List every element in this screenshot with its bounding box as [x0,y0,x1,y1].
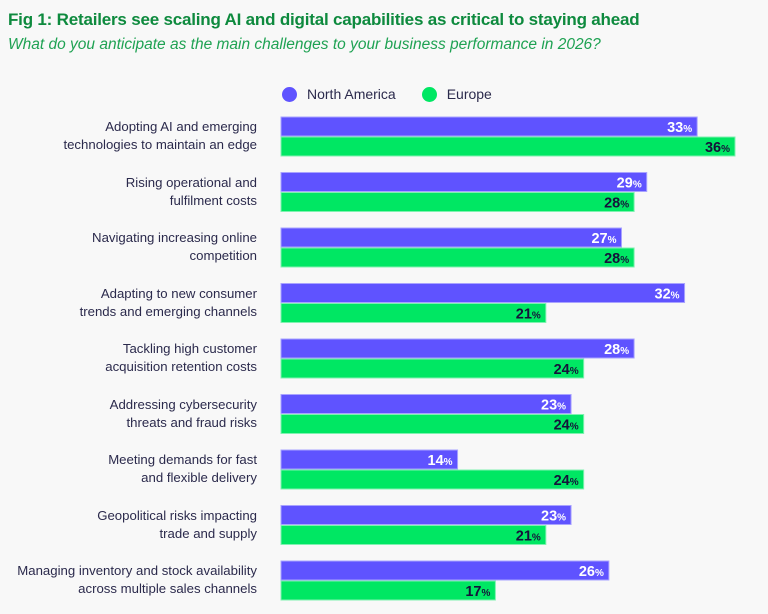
bar-europe [280,247,635,268]
category-label-line: trends and emerging channels [79,303,257,319]
bar-north-america [280,227,622,248]
category-label-line: Rising operational and [125,174,257,190]
bar-europe [280,525,547,545]
data-label: 14% [428,453,453,469]
category-label-line: Adapting to new consumer [100,285,257,301]
bar-europe [280,469,585,490]
bar-europe [280,414,585,434]
bar-north-america [280,505,572,525]
category-label-line: Managing inventory and stock availabilit… [17,563,257,578]
legend-label-north-america: North America [307,86,396,102]
bar-north-america [280,172,648,192]
category-label: Navigating increasing online competition [0,229,257,265]
bar-europe [280,303,547,323]
legend-swatch-europe [421,86,437,102]
bar-europe [280,136,736,157]
category-label: Managing inventory and stock availabilit… [0,562,257,598]
bar-north-america [280,116,698,137]
chart-subtitle: What do you anticipate as the main chall… [8,36,601,53]
category-label-line: Addressing cybersecurity [109,396,257,412]
bar-north-america [280,283,686,303]
data-label: 36% [705,140,730,156]
category-label-line: Meeting demands for fast [108,452,257,467]
category-label: Rising operational and fulfilment costs [0,174,257,210]
bar-europe [280,580,496,601]
data-label: 24% [554,362,579,378]
data-label: 28% [604,251,629,267]
data-label: 17% [465,584,490,600]
data-label: 21% [516,529,541,545]
bar-north-america [280,394,572,414]
category-label: Tackling high customer acquisition retent… [0,340,257,376]
category-label-line: fulfilment costs [169,192,257,208]
category-label-line: Geopolitical risks impacting [97,507,257,523]
data-label: 32% [655,287,680,303]
category-label-line: Navigating increasing online [92,230,257,245]
category-label: Meeting demands for fast and flexible del… [0,451,257,487]
category-label-line: and flexible delivery [141,470,257,485]
data-label: 23% [541,398,566,414]
data-label: 26% [579,564,604,580]
bar-north-america [280,560,610,581]
legend-item-north-america: North America [282,86,396,102]
bar-europe [280,192,635,212]
legend-swatch-north-america [282,86,297,102]
legend-item-europe: Europe [421,86,492,102]
data-label: 24% [554,418,579,434]
data-label: 23% [541,509,566,525]
category-label-line: across multiple sales channels [78,581,257,596]
category-label-line: Tackling high customer [122,341,257,356]
data-label: 33% [667,120,692,136]
category-label: Geopolitical risks impacting trade and su… [0,507,257,543]
category-label: Addressing cybersecurity threats and frau… [0,396,257,432]
category-label-line: acquisition retention costs [105,359,257,374]
chart-title: Fig 1: Retailers see scaling AI and digi… [8,10,640,29]
bar-europe [280,358,585,379]
data-label: 28% [604,196,629,212]
bar-north-america [280,338,635,359]
legend: North America Europe [282,86,510,102]
category-label-line: Adopting AI and emerging [105,119,257,134]
data-label: 24% [554,473,579,489]
category-label-line: technologies to maintain an edge [63,137,257,152]
category-label-line: trade and supply [159,525,257,541]
category-label-line: competition [189,248,257,263]
data-label: 29% [617,176,642,192]
category-label: Adopting AI and emerging technologies to … [0,118,257,154]
bar-north-america [280,449,459,470]
category-label-line: threats and fraud risks [126,414,257,430]
data-label: 28% [604,342,629,358]
category-label: Adapting to new consumer trends and emerg… [0,285,257,321]
data-label: 27% [591,231,616,247]
legend-label-europe: Europe [446,86,492,102]
data-label: 21% [516,307,541,323]
